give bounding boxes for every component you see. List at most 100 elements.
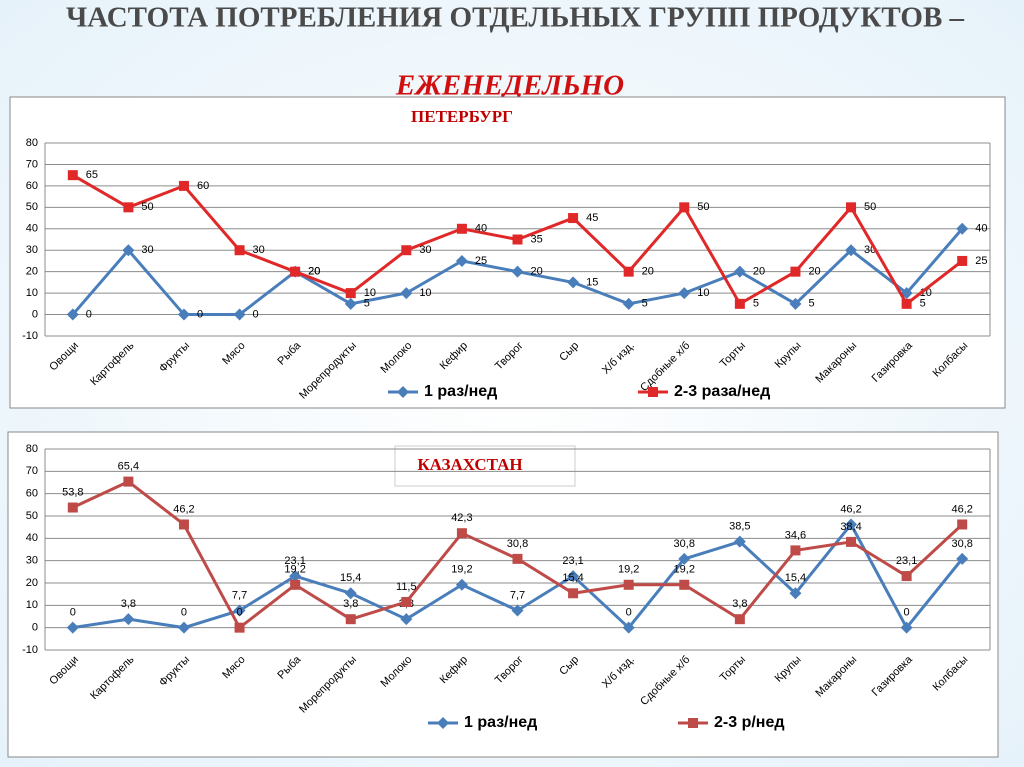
- series: 53,8 65,4 46,2 0 19,2 3,8 11,5 42,3 30,8 15,4 19,2…: [62, 461, 973, 633]
- marker: [733, 265, 746, 278]
- data-label: 30,8: [507, 538, 528, 550]
- y-tick-label: 0: [32, 308, 38, 320]
- data-label: 20: [642, 266, 654, 278]
- data-label: 38,5: [729, 521, 750, 533]
- y-tick-label: 40: [26, 223, 38, 235]
- data-label: 15,4: [785, 572, 806, 584]
- marker: [957, 519, 968, 530]
- data-label: 42,3: [451, 512, 472, 524]
- y-tick-label: 10: [26, 599, 38, 611]
- marker: [289, 570, 302, 583]
- data-label: 19,2: [618, 564, 639, 576]
- data-label: 19,2: [674, 564, 695, 576]
- y-tick-label: 20: [26, 577, 38, 589]
- marker: [511, 604, 524, 617]
- marker: [178, 519, 189, 530]
- marker: [400, 613, 413, 626]
- data-label: 23,1: [562, 555, 583, 567]
- data-label: 30: [253, 244, 265, 256]
- marker: [456, 223, 467, 234]
- marker: [678, 287, 691, 300]
- y-tick-label: -10: [22, 330, 38, 342]
- data-label: 40: [975, 223, 987, 235]
- data-label: 50: [141, 201, 153, 213]
- data-label: 3,8: [121, 598, 136, 610]
- marker: [900, 621, 913, 634]
- marker: [234, 622, 245, 633]
- data-label: 0: [70, 607, 76, 619]
- data-label: 50: [697, 201, 709, 213]
- data-label: 34,6: [785, 529, 806, 541]
- marker: [177, 308, 190, 321]
- data-label: 20: [308, 266, 320, 278]
- marker: [66, 308, 79, 321]
- data-label: 38,4: [840, 521, 861, 533]
- marker: [345, 288, 356, 299]
- marker: [567, 276, 580, 289]
- data-label: 19,2: [451, 564, 472, 576]
- data-label: 5: [808, 298, 814, 310]
- marker: [234, 245, 245, 256]
- data-label: 40: [475, 223, 487, 235]
- data-label: 46,2: [840, 503, 861, 515]
- data-label: 25: [475, 255, 487, 267]
- data-label: 30,8: [951, 538, 972, 550]
- marker: [846, 536, 857, 547]
- marker: [455, 254, 468, 267]
- data-label: 10: [419, 287, 431, 299]
- legend-label: 2-3 раза/нед: [674, 383, 770, 400]
- chart-title-box: [394, 445, 576, 487]
- marker: [956, 222, 969, 235]
- data-label: 5: [920, 298, 926, 310]
- y-tick-label: 50: [26, 201, 38, 213]
- marker: [901, 298, 912, 309]
- marker: [688, 718, 698, 728]
- marker: [845, 244, 858, 257]
- marker: [846, 202, 857, 213]
- y-tick-label: 60: [26, 180, 38, 192]
- marker: [397, 386, 409, 398]
- marker: [622, 297, 635, 310]
- marker: [568, 213, 579, 224]
- data-label: 30: [141, 244, 153, 256]
- y-tick-label: 40: [26, 532, 38, 544]
- marker: [178, 180, 189, 191]
- marker: [345, 614, 356, 625]
- data-label: 30,8: [674, 538, 695, 550]
- slide-subtitle: ЕЖЕНЕДЕЛЬНО: [395, 70, 624, 102]
- marker: [679, 579, 690, 590]
- marker: [401, 245, 412, 256]
- marker: [956, 552, 969, 565]
- marker: [957, 255, 968, 266]
- legend-label: 1 раз/нед: [464, 714, 537, 731]
- marker: [177, 621, 190, 634]
- marker: [734, 614, 745, 625]
- marker: [344, 297, 357, 310]
- chart-title: КАЗАХСТАН: [417, 455, 522, 474]
- data-label: 65,4: [118, 461, 139, 473]
- marker: [400, 287, 413, 300]
- marker: [901, 571, 912, 582]
- data-label: 10: [364, 287, 376, 299]
- data-label: 19,2: [284, 564, 305, 576]
- data-label: 20: [531, 266, 543, 278]
- marker: [568, 588, 579, 599]
- marker: [290, 266, 301, 277]
- marker: [122, 244, 135, 257]
- marker: [648, 387, 658, 397]
- legend-label: 1 раз/нед: [424, 383, 497, 400]
- data-label: 0: [236, 607, 242, 619]
- data-label: 65: [86, 169, 98, 181]
- marker: [401, 596, 412, 607]
- series: 65 50 60 30 20 10 30 40 35 45 20 50 5 20 50 5 25: [67, 169, 987, 310]
- data-label: 0: [86, 308, 92, 320]
- data-label: 7,7: [510, 589, 525, 601]
- y-tick-label: 30: [26, 555, 38, 567]
- data-label: 3,8: [732, 598, 747, 610]
- marker: [679, 202, 690, 213]
- marker: [123, 202, 134, 213]
- data-label: 10: [697, 287, 709, 299]
- y-tick-label: 0: [32, 622, 38, 634]
